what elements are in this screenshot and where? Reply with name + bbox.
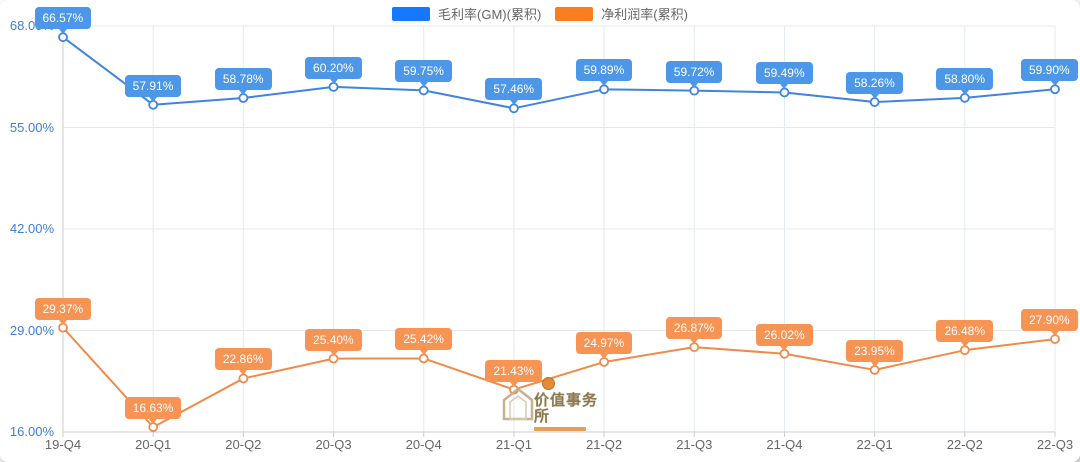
data-point[interactable]: [238, 373, 249, 384]
chart-legend: 毛利率(GM)(累积) 净利润率(累积): [0, 4, 1080, 23]
data-point[interactable]: [779, 87, 790, 98]
data-point[interactable]: [148, 422, 159, 432]
data-point[interactable]: [599, 357, 609, 367]
line-series-1: [62, 326, 1056, 429]
data-point[interactable]: [869, 97, 880, 107]
house-icon: [502, 387, 534, 421]
data-point[interactable]: [599, 84, 609, 95]
watermark-badge-icon: [542, 377, 555, 390]
data-point[interactable]: [1050, 84, 1060, 95]
data-point[interactable]: [418, 85, 429, 96]
line-series-0: [62, 36, 1056, 110]
data-point[interactable]: [418, 353, 429, 364]
legend-item-gross-margin[interactable]: 毛利率(GM)(累积): [392, 4, 541, 23]
legend-label-gross-margin: 毛利率(GM)(累积): [438, 7, 542, 22]
data-point[interactable]: [1050, 334, 1060, 344]
data-point[interactable]: [58, 32, 68, 43]
data-point[interactable]: [238, 93, 249, 103]
watermark-subtext: [534, 427, 586, 431]
legend-swatch-gross-margin: [392, 6, 431, 21]
legend-swatch-net-margin: [555, 6, 594, 21]
legend-item-net-margin[interactable]: 净利润率(累积): [555, 4, 688, 23]
data-point[interactable]: [869, 365, 880, 375]
legend-label-net-margin: 净利润率(累积): [601, 7, 688, 22]
data-point[interactable]: [328, 82, 339, 92]
data-point[interactable]: [689, 342, 700, 353]
data-point[interactable]: [509, 103, 519, 114]
watermark-text: 价值事务所: [534, 392, 599, 425]
data-point[interactable]: [959, 92, 970, 103]
data-point[interactable]: [689, 85, 700, 96]
data-point[interactable]: [328, 353, 339, 364]
data-point[interactable]: [58, 322, 68, 333]
data-point[interactable]: [959, 345, 970, 356]
watermark: 价值事务所: [500, 377, 610, 431]
data-point[interactable]: [779, 348, 790, 359]
data-point[interactable]: [148, 99, 159, 110]
